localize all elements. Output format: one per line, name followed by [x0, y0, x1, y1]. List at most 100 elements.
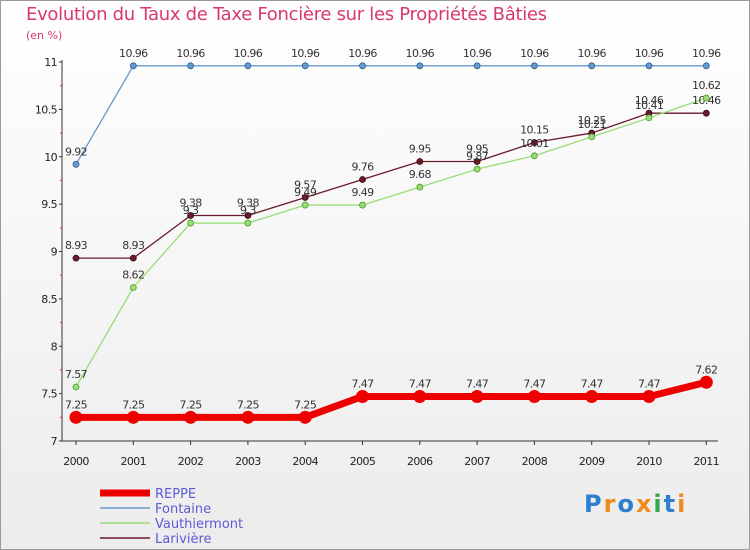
legend-label-fontaine: Fontaine: [155, 502, 211, 517]
point-vauthiermont: [187, 219, 195, 227]
data-label-vauthiermont: 10.62: [692, 79, 721, 92]
x-tick-label: 2008: [522, 455, 548, 468]
data-label-larivire: 9.38: [237, 196, 260, 209]
data-label-vauthiermont: 9.87: [466, 150, 489, 163]
point-reppe: [126, 410, 140, 424]
logo-letter: o: [617, 490, 636, 518]
x-tick-label: 2000: [63, 455, 89, 468]
point-vauthiermont: [473, 165, 481, 173]
point-fontaine: [301, 62, 309, 70]
logo-letter: P: [584, 490, 604, 518]
data-label-reppe: 7.25: [180, 398, 203, 411]
point-reppe: [413, 389, 427, 403]
point-reppe: [585, 389, 599, 403]
y-tick-label: 8: [51, 340, 58, 353]
point-vauthiermont: [645, 114, 653, 122]
point-fontaine: [244, 62, 252, 70]
x-tick-label: 2007: [464, 455, 490, 468]
chart-subtitle: (en %): [26, 29, 63, 42]
series-line-reppe: [72, 378, 710, 421]
point-larivire: [473, 158, 481, 165]
data-label-fontaine: 10.96: [348, 47, 377, 60]
y-tick-label: 7: [51, 435, 58, 448]
x-tick-label: 2011: [693, 455, 719, 468]
point-larivire: [702, 109, 710, 117]
data-label-larivire: 8.93: [122, 239, 145, 252]
x-tick-label: 2004: [292, 455, 318, 468]
y-tick-label: 10: [44, 151, 57, 164]
data-label-vauthiermont: 10.21: [577, 118, 606, 131]
data-label-larivire: 10.15: [520, 124, 549, 137]
point-vauthiermont: [129, 284, 137, 291]
data-label-reppe: 7.25: [294, 398, 317, 411]
data-label-vauthiermont: 10.01: [520, 137, 549, 150]
data-label-reppe: 7.47: [409, 377, 432, 390]
data-label-fontaine: 10.96: [291, 47, 320, 60]
point-reppe: [642, 389, 656, 403]
point-reppe: [356, 389, 369, 403]
logo-letter: i: [677, 490, 688, 518]
point-fontaine: [359, 62, 366, 70]
data-label-reppe: 7.47: [466, 377, 489, 390]
point-reppe: [470, 389, 484, 403]
data-label-fontaine: 10.96: [119, 47, 148, 60]
point-fontaine: [129, 62, 137, 70]
point-larivire: [531, 139, 538, 146]
point-reppe: [699, 375, 713, 389]
point-larivire: [416, 158, 424, 165]
logo-letter: t: [663, 490, 678, 518]
data-label-vauthiermont: 9.3: [183, 204, 199, 217]
data-label-fontaine: 9.92: [65, 145, 87, 158]
data-label-fontaine: 10.96: [406, 47, 435, 60]
point-larivire: [187, 212, 195, 219]
x-tick-label: 2005: [350, 455, 376, 468]
point-fontaine: [72, 160, 80, 168]
point-reppe: [527, 389, 541, 403]
y-tick-label: 8.5: [41, 293, 57, 306]
point-fontaine: [588, 62, 596, 70]
point-fontaine: [531, 62, 538, 70]
point-vauthiermont: [244, 219, 252, 227]
x-tick-label: 2002: [178, 455, 204, 468]
y-tick-label: 11: [44, 56, 57, 69]
point-reppe: [298, 410, 312, 424]
data-label-larivire: 10.46: [635, 94, 664, 107]
point-reppe: [69, 410, 83, 424]
legend-label-larivire: Larivière: [155, 532, 212, 547]
point-larivire: [359, 176, 366, 183]
data-label-larivire: 10.25: [577, 114, 606, 127]
y-tick-label: 9: [51, 246, 58, 259]
point-larivire: [72, 254, 80, 262]
point-fontaine: [645, 62, 653, 70]
data-label-larivire: 9.95: [409, 142, 432, 155]
chart-title: Evolution du Taux de Taxe Foncière sur l…: [26, 4, 547, 25]
data-label-reppe: 7.25: [122, 398, 145, 411]
data-label-larivire: 9.95: [466, 142, 489, 155]
data-label-reppe: 7.62: [695, 363, 717, 376]
x-tick-label: 2001: [120, 455, 146, 468]
point-vauthiermont: [702, 94, 710, 102]
data-label-fontaine: 10.96: [520, 47, 549, 60]
point-fontaine: [702, 62, 710, 70]
data-label-larivire: 9.76: [351, 160, 374, 173]
data-label-reppe: 7.25: [65, 398, 88, 411]
data-label-fontaine: 10.96: [176, 47, 205, 60]
data-label-fontaine: 10.96: [635, 47, 664, 60]
data-label-vauthiermont: 10.41: [635, 99, 664, 112]
point-vauthiermont: [588, 133, 596, 141]
x-tick-label: 2010: [636, 455, 662, 468]
y-tick-label: 7.5: [41, 388, 57, 401]
point-larivire: [244, 212, 252, 219]
point-vauthiermont: [531, 152, 538, 160]
point-fontaine: [473, 62, 481, 70]
data-label-fontaine: 10.96: [692, 47, 721, 60]
point-reppe: [184, 410, 198, 424]
point-vauthiermont: [301, 201, 309, 209]
point-reppe: [241, 410, 255, 424]
point-vauthiermont: [72, 383, 80, 391]
point-larivire: [301, 194, 309, 201]
data-label-larivire: 8.93: [65, 239, 88, 252]
data-label-reppe: 7.25: [237, 398, 260, 411]
